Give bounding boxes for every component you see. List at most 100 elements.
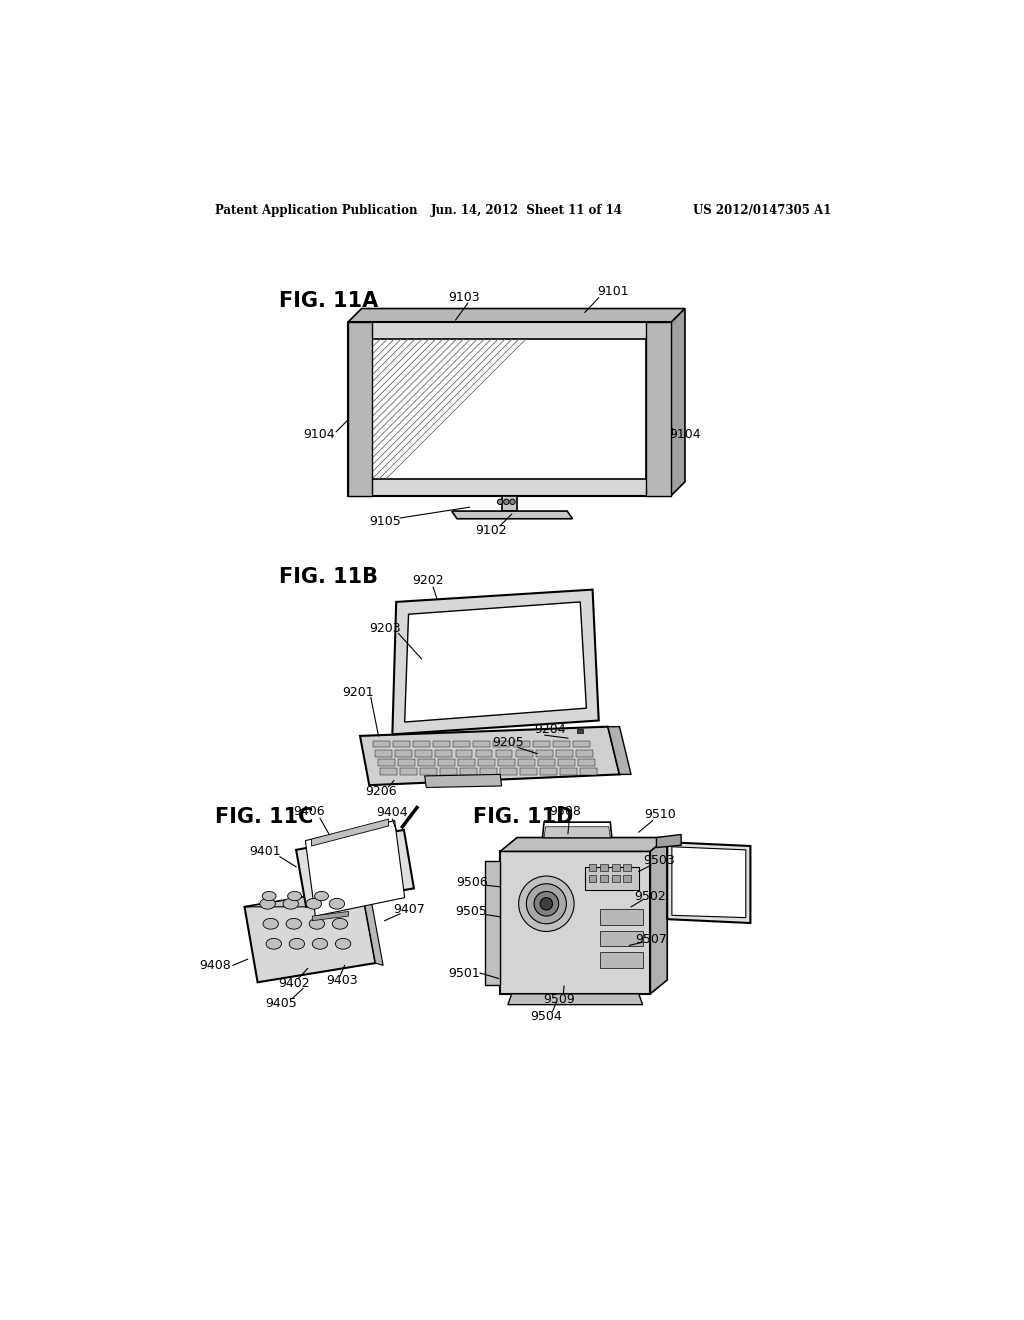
Polygon shape (600, 931, 643, 946)
Ellipse shape (263, 919, 279, 929)
Polygon shape (508, 994, 643, 1005)
Polygon shape (378, 759, 394, 766)
Bar (611, 875, 620, 882)
Ellipse shape (283, 899, 298, 909)
Polygon shape (348, 322, 671, 496)
Bar (589, 865, 596, 871)
Text: 9503: 9503 (643, 854, 675, 867)
Circle shape (526, 884, 566, 924)
Polygon shape (456, 750, 472, 756)
Polygon shape (348, 322, 373, 496)
Polygon shape (305, 821, 404, 916)
Ellipse shape (286, 919, 301, 929)
Text: 9406: 9406 (294, 805, 325, 818)
Ellipse shape (330, 899, 345, 909)
Polygon shape (498, 759, 515, 766)
Ellipse shape (289, 939, 304, 949)
Ellipse shape (260, 899, 275, 909)
Polygon shape (575, 750, 593, 756)
Polygon shape (520, 768, 538, 775)
Bar (611, 865, 620, 871)
Text: 9102: 9102 (475, 524, 507, 537)
Polygon shape (473, 741, 490, 747)
Text: FIG. 11B: FIG. 11B (280, 566, 378, 586)
Polygon shape (397, 759, 415, 766)
Polygon shape (600, 909, 643, 924)
Polygon shape (515, 750, 532, 756)
Polygon shape (348, 309, 685, 322)
Polygon shape (311, 818, 388, 846)
Polygon shape (496, 750, 512, 756)
Bar (578, 729, 584, 733)
Polygon shape (373, 339, 646, 479)
Text: 9202: 9202 (413, 574, 444, 587)
Text: Patent Application Publication: Patent Application Publication (215, 205, 418, 218)
Bar (600, 865, 608, 871)
Polygon shape (475, 750, 493, 756)
Polygon shape (500, 851, 650, 994)
Polygon shape (518, 759, 535, 766)
Polygon shape (296, 830, 414, 907)
Polygon shape (581, 768, 597, 775)
Text: 9407: 9407 (393, 903, 425, 916)
Text: 9504: 9504 (530, 1010, 562, 1023)
Text: 9204: 9204 (535, 723, 566, 737)
Circle shape (518, 876, 574, 932)
Polygon shape (245, 887, 376, 982)
Polygon shape (668, 842, 751, 923)
Ellipse shape (336, 939, 351, 949)
Polygon shape (544, 826, 610, 838)
Polygon shape (438, 759, 455, 766)
Polygon shape (400, 768, 417, 775)
Polygon shape (500, 838, 668, 851)
Polygon shape (420, 768, 437, 775)
Polygon shape (460, 768, 477, 775)
Text: 9510: 9510 (644, 808, 676, 821)
Polygon shape (672, 847, 745, 917)
Text: 9104: 9104 (669, 428, 700, 441)
Text: 9404: 9404 (377, 807, 409, 820)
Polygon shape (418, 759, 435, 766)
Ellipse shape (262, 891, 276, 900)
Bar (624, 865, 631, 871)
Text: 9206: 9206 (365, 785, 396, 797)
Polygon shape (393, 741, 410, 747)
Polygon shape (454, 741, 470, 747)
Polygon shape (373, 741, 390, 747)
Polygon shape (376, 750, 392, 756)
Polygon shape (380, 768, 397, 775)
Polygon shape (458, 759, 475, 766)
Polygon shape (671, 309, 685, 496)
Polygon shape (578, 759, 595, 766)
Ellipse shape (314, 891, 329, 900)
Text: 9103: 9103 (449, 290, 480, 304)
Polygon shape (541, 768, 557, 775)
Polygon shape (312, 911, 348, 921)
Circle shape (510, 499, 515, 504)
Polygon shape (534, 741, 550, 747)
Circle shape (535, 891, 559, 916)
Text: Jun. 14, 2012  Sheet 11 of 14: Jun. 14, 2012 Sheet 11 of 14 (431, 205, 623, 218)
Polygon shape (440, 768, 457, 775)
Polygon shape (585, 867, 639, 890)
Ellipse shape (333, 919, 348, 929)
Polygon shape (500, 768, 517, 775)
Polygon shape (560, 768, 578, 775)
Polygon shape (536, 750, 553, 756)
Text: US 2012/0147305 A1: US 2012/0147305 A1 (692, 205, 830, 218)
Ellipse shape (309, 919, 325, 929)
Polygon shape (413, 741, 430, 747)
Text: 9101: 9101 (597, 285, 629, 298)
Polygon shape (656, 834, 681, 847)
Polygon shape (478, 759, 495, 766)
Polygon shape (558, 759, 574, 766)
Text: 9402: 9402 (278, 977, 309, 990)
Ellipse shape (306, 899, 322, 909)
Polygon shape (360, 726, 620, 785)
Polygon shape (425, 775, 502, 788)
Polygon shape (245, 887, 414, 907)
Polygon shape (573, 741, 590, 747)
Polygon shape (494, 741, 510, 747)
Polygon shape (538, 759, 555, 766)
Text: 9203: 9203 (369, 622, 400, 635)
